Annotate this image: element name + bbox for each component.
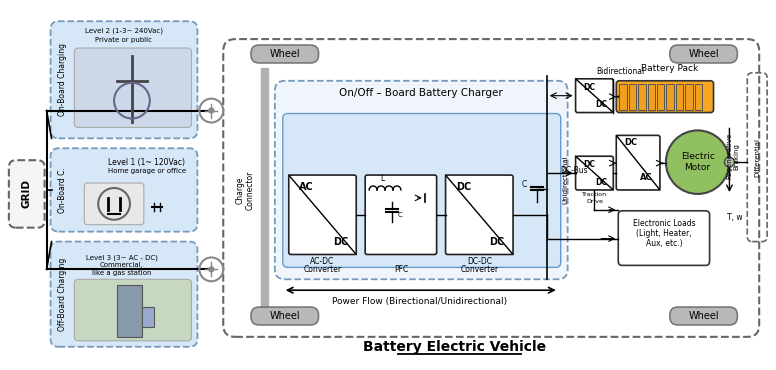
- Bar: [676, 84, 683, 110]
- Text: Wheel: Wheel: [688, 311, 719, 321]
- Text: DC: DC: [625, 138, 638, 147]
- Text: DC-Bus: DC-Bus: [561, 166, 588, 175]
- FancyBboxPatch shape: [282, 114, 561, 268]
- Text: GRID: GRID: [22, 179, 32, 208]
- Text: (Light, Heater,: (Light, Heater,: [636, 229, 691, 238]
- FancyBboxPatch shape: [670, 307, 737, 325]
- Circle shape: [725, 157, 734, 167]
- FancyBboxPatch shape: [275, 81, 567, 279]
- Text: Aux, etc.): Aux, etc.): [646, 239, 682, 248]
- FancyBboxPatch shape: [74, 279, 192, 341]
- Text: Battery Electric Vehicle: Battery Electric Vehicle: [363, 340, 546, 354]
- Text: DC: DC: [584, 83, 595, 92]
- Text: DC-DC: DC-DC: [467, 257, 492, 266]
- FancyBboxPatch shape: [576, 156, 613, 190]
- Text: Converter: Converter: [460, 265, 498, 274]
- FancyBboxPatch shape: [50, 242, 197, 347]
- FancyBboxPatch shape: [251, 307, 318, 325]
- Text: C: C: [397, 212, 402, 218]
- Text: Power Flow (Birectional/Unidirectional): Power Flow (Birectional/Unidirectional): [332, 297, 508, 306]
- FancyBboxPatch shape: [50, 148, 197, 232]
- Bar: [638, 84, 646, 110]
- Text: Home garage or office: Home garage or office: [108, 168, 186, 174]
- FancyBboxPatch shape: [9, 160, 44, 228]
- Text: Level 1 (1~ 120Vac): Level 1 (1~ 120Vac): [109, 158, 185, 166]
- Text: DC: DC: [333, 236, 348, 246]
- Text: Battery Pack: Battery Pack: [641, 64, 698, 73]
- Text: On/Off – Board Battery Charger: On/Off – Board Battery Charger: [339, 88, 503, 98]
- Text: Drive: Drive: [586, 199, 603, 204]
- Text: DC: DC: [456, 182, 471, 192]
- Text: Level 2 (1-3~ 240Vac): Level 2 (1-3~ 240Vac): [85, 28, 163, 34]
- Text: C: C: [521, 179, 527, 188]
- Text: Off-Board Charging: Off-Board Charging: [58, 258, 67, 331]
- FancyBboxPatch shape: [289, 175, 356, 255]
- Text: Electronic Loads: Electronic Loads: [632, 219, 695, 228]
- Text: Wheel: Wheel: [269, 311, 300, 321]
- Circle shape: [209, 108, 214, 113]
- Text: On-Board C.: On-Board C.: [58, 167, 67, 213]
- Text: Commercial,: Commercial,: [100, 262, 144, 268]
- FancyBboxPatch shape: [616, 135, 660, 190]
- Bar: [261, 68, 268, 314]
- Text: AC-DC: AC-DC: [310, 257, 334, 266]
- FancyBboxPatch shape: [670, 45, 737, 63]
- Text: L: L: [380, 174, 384, 182]
- Text: AC: AC: [639, 172, 653, 182]
- FancyBboxPatch shape: [616, 81, 714, 112]
- Text: PFC: PFC: [393, 265, 408, 274]
- FancyBboxPatch shape: [618, 211, 709, 265]
- Text: Charge
Connector: Charge Connector: [235, 170, 255, 210]
- FancyBboxPatch shape: [365, 175, 437, 255]
- Bar: [695, 84, 702, 110]
- Text: Electric: Electric: [681, 152, 715, 161]
- Text: Differential: Differential: [754, 138, 760, 177]
- Text: DC: DC: [595, 100, 608, 109]
- Text: Converter: Converter: [303, 265, 341, 274]
- Bar: [667, 84, 674, 110]
- Text: Bidirectional: Bidirectional: [596, 67, 644, 76]
- FancyBboxPatch shape: [445, 175, 513, 255]
- Bar: [647, 84, 655, 110]
- FancyBboxPatch shape: [85, 183, 144, 225]
- FancyBboxPatch shape: [74, 48, 192, 127]
- Text: Wheel: Wheel: [269, 49, 300, 59]
- Bar: [657, 84, 664, 110]
- Bar: [117, 285, 142, 337]
- Text: DC: DC: [595, 178, 608, 186]
- Circle shape: [666, 130, 729, 194]
- FancyBboxPatch shape: [576, 79, 613, 112]
- Text: AC: AC: [300, 182, 314, 192]
- Text: DC: DC: [490, 236, 505, 246]
- Text: On-Board Charging: On-Board Charging: [58, 43, 67, 116]
- Text: like a gas station: like a gas station: [92, 270, 152, 276]
- Bar: [685, 84, 693, 110]
- Text: Private or public: Private or public: [95, 37, 153, 43]
- Text: Unidirectional: Unidirectional: [563, 156, 569, 204]
- Text: Traction: Traction: [582, 192, 607, 198]
- Circle shape: [209, 267, 214, 272]
- Bar: [619, 84, 627, 110]
- FancyBboxPatch shape: [50, 21, 197, 138]
- Text: DC: DC: [584, 160, 595, 169]
- Bar: [142, 307, 154, 327]
- Text: Wheel: Wheel: [688, 49, 719, 59]
- Text: Motor: Motor: [684, 163, 711, 172]
- FancyBboxPatch shape: [251, 45, 318, 63]
- Text: Level 3 (3~ AC - DC): Level 3 (3~ AC - DC): [86, 254, 158, 261]
- Bar: [629, 84, 636, 110]
- Text: Regenerative
Braking: Regenerative Braking: [726, 133, 739, 179]
- Text: T, w: T, w: [726, 213, 742, 222]
